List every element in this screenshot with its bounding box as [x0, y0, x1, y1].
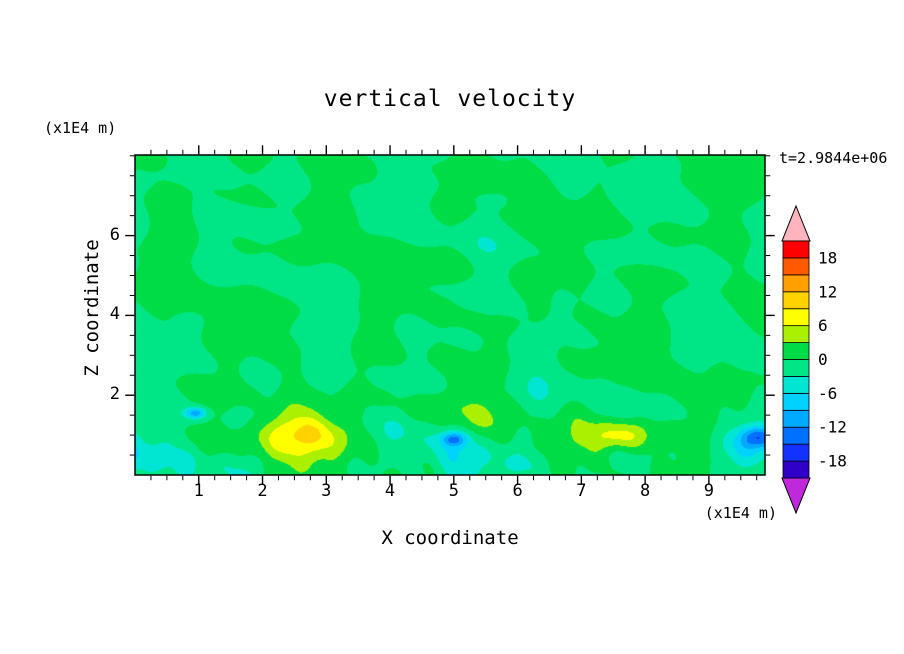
colorbar-tick-label: -6 [818, 384, 837, 403]
colorbar-segment [782, 240, 810, 259]
x-tick-label: 3 [321, 481, 332, 501]
chart-title: vertical velocity [323, 86, 577, 112]
colorbar-tick-label: 0 [818, 350, 828, 369]
x-tick-label: 6 [512, 481, 523, 501]
colorbar-tick-label: -18 [818, 452, 847, 471]
z-tick-label: 2 [109, 384, 120, 405]
time-annotation: t=2.9844e+06 [779, 149, 888, 167]
x-tick-label: 7 [576, 481, 587, 501]
x-tick-label: 8 [639, 481, 651, 501]
colorbar-segment [782, 291, 810, 310]
x-tick-label: 5 [448, 481, 459, 501]
z-tick-label: 6 [109, 224, 120, 245]
colorbar-segment [782, 376, 810, 394]
z-axis-unit-label: (x1E4 m) [44, 119, 117, 137]
colorbar-segment [782, 308, 810, 327]
x-tick-label: 1 [193, 481, 204, 501]
colorbar-tick-label: -12 [818, 418, 847, 437]
colorbar-segment [782, 257, 810, 276]
colorbar-segment [782, 460, 810, 479]
colorbar-tick-label: 18 [818, 248, 837, 267]
colorbar-segment [782, 274, 810, 293]
colorbar-segment [782, 409, 810, 428]
contour-field-canvas [135, 155, 765, 475]
colorbar: 18 12 6 0 -6 -12 -18 [781, 204, 847, 515]
colorbar-segment [782, 325, 810, 343]
x-axis-label: X coordinate [381, 527, 519, 549]
x-tick-label: 9 [703, 481, 714, 501]
x-axis-unit-label: (x1E4 m) [704, 504, 777, 522]
colorbar-over-arrow [781, 204, 811, 242]
colorbar-under-arrow [781, 477, 811, 515]
colorbar-segment [782, 359, 810, 377]
colorbar-segment [782, 426, 810, 445]
colorbar-tick-label: 6 [818, 316, 828, 335]
x-tick-label: 2 [257, 481, 268, 501]
colorbar-segment [782, 392, 810, 411]
colorbar-segment [782, 342, 810, 360]
colorbar-tick-label: 12 [818, 282, 837, 301]
x-tick-label: 4 [384, 481, 396, 501]
z-tick-label: 4 [109, 304, 120, 325]
colorbar-segment [782, 443, 810, 462]
